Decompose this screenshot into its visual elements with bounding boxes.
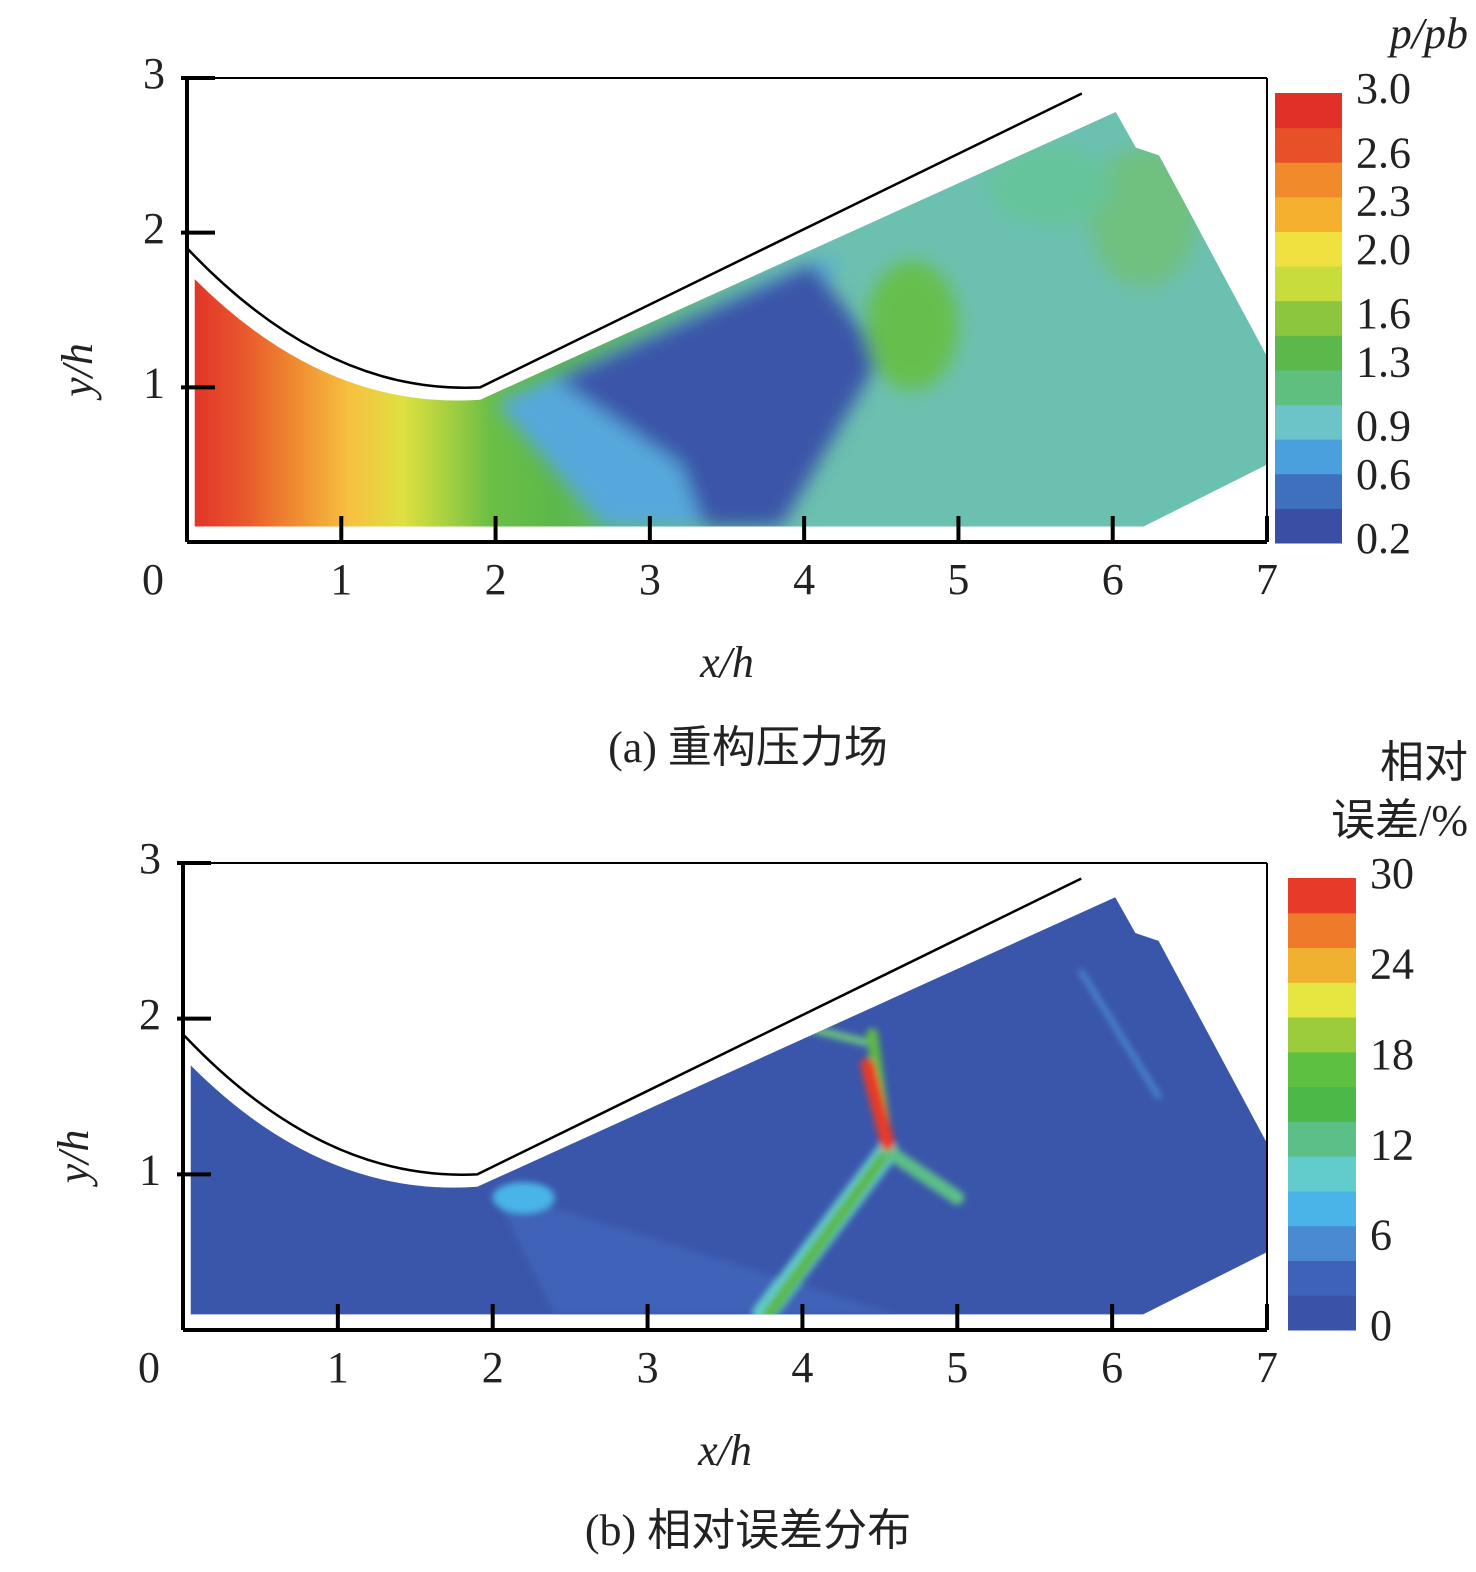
field-streak — [1081, 972, 1158, 1097]
colorbar-band — [1288, 1086, 1356, 1122]
field-patch — [865, 260, 959, 391]
colorbar-tick-label: 24 — [1370, 939, 1414, 988]
x-tick-label: 3 — [639, 555, 661, 604]
colorbar-band — [1275, 127, 1342, 163]
field — [190, 897, 1267, 1315]
x-tick-label: 7 — [1256, 555, 1278, 604]
colorbar-band — [1288, 1260, 1356, 1296]
colorbar-band — [1275, 300, 1342, 336]
y-axis-label: y/h — [53, 343, 102, 401]
x-tick-label: 6 — [1102, 555, 1124, 604]
colorbar-tick-label: 2.0 — [1356, 225, 1411, 274]
colorbar-band — [1275, 162, 1342, 198]
colorbar-tick-label: 3.0 — [1356, 64, 1411, 113]
colorbar-label: p/pb — [1387, 9, 1468, 58]
x-tick-label: 5 — [946, 1343, 968, 1392]
colorbar-band — [1275, 335, 1342, 371]
colorbar-tick-label: 0.2 — [1356, 514, 1411, 563]
colorbar-band — [1275, 369, 1342, 406]
colorbar-band — [1288, 1190, 1356, 1227]
colorbar-tick-label: 18 — [1370, 1030, 1414, 1079]
x-tick-label: 0 — [138, 1343, 160, 1392]
colorbar-band — [1275, 439, 1342, 475]
field-overlay — [492, 972, 1159, 1315]
contour-field — [187, 78, 1267, 542]
y-tick-label: 3 — [143, 49, 165, 98]
y-tick-label: 3 — [139, 834, 161, 883]
colorbar-band — [1288, 878, 1356, 914]
wall — [183, 879, 1081, 1175]
field-streak — [867, 1065, 887, 1143]
colorbar-band — [1275, 508, 1342, 544]
colorbar-band — [1275, 473, 1342, 509]
x-tick-label: 1 — [327, 1343, 349, 1392]
colorbar-band — [1288, 1225, 1356, 1261]
colorbar-tick-label: 1.6 — [1356, 289, 1411, 338]
y-tick-label: 2 — [143, 204, 165, 253]
colorbar-band — [1275, 404, 1342, 440]
x-tick-label: 2 — [482, 1343, 504, 1392]
colorbar-label: 相对 — [1380, 738, 1468, 787]
colorbar-tick-label: 30 — [1370, 849, 1414, 898]
field-streak — [888, 1151, 958, 1198]
colorbar-tick-label: 0.9 — [1356, 402, 1411, 451]
field — [194, 112, 1267, 527]
caption: (b) 相对误差分布 — [585, 1506, 911, 1555]
colorbar-band — [1288, 1017, 1356, 1053]
y-tick-label: 1 — [143, 358, 165, 407]
colorbar-band — [1288, 982, 1356, 1018]
x-tick-label: 4 — [793, 555, 815, 604]
colorbar-band — [1275, 266, 1342, 302]
colorbar-band — [1288, 1156, 1356, 1192]
field-base — [190, 897, 1267, 1315]
x-axis-label: x/h — [697, 1426, 752, 1475]
field-patch — [1089, 147, 1198, 287]
colorbar-label: 误差/% — [1331, 796, 1468, 845]
colorbar-tick-label: 0 — [1370, 1301, 1392, 1350]
colorbar-band — [1275, 196, 1342, 232]
colorbar-tick-label: 12 — [1370, 1120, 1414, 1169]
wall — [187, 93, 1082, 387]
colorbar-tick-label: 0.6 — [1356, 450, 1411, 499]
x-axis-label: x/h — [699, 638, 754, 687]
colorbar-tick-label: 2.3 — [1356, 177, 1411, 226]
y-tick-label: 2 — [139, 990, 161, 1039]
y-axis-label: y/h — [49, 1130, 98, 1188]
colorbar-band — [1288, 1051, 1356, 1088]
x-tick-label: 5 — [947, 555, 969, 604]
x-tick-label: 6 — [1101, 1343, 1123, 1392]
x-tick-label: 4 — [791, 1343, 813, 1392]
colorbar-band — [1275, 93, 1342, 129]
field-patch — [989, 147, 1113, 225]
field-patch — [492, 1182, 555, 1214]
x-tick-label: 1 — [330, 555, 352, 604]
x-tick-label: 0 — [142, 555, 164, 604]
colorbar-band — [1288, 947, 1356, 983]
colorbar-tick-label: 2.6 — [1356, 128, 1411, 177]
colorbar-band — [1275, 231, 1342, 267]
x-tick-label: 3 — [637, 1343, 659, 1392]
colorbar-band — [1288, 1295, 1356, 1331]
colorbar-tick-label: 6 — [1370, 1211, 1392, 1260]
contour-field — [183, 863, 1267, 1330]
colorbar-band — [1288, 1121, 1356, 1157]
field-patch — [557, 263, 882, 527]
colorbar-band — [1288, 912, 1356, 949]
x-tick-label: 2 — [485, 555, 507, 604]
field-overlay — [495, 147, 1198, 527]
colorbar-tick-label: 1.3 — [1356, 337, 1411, 386]
x-tick-label: 7 — [1256, 1343, 1278, 1392]
caption: (a) 重构压力场 — [608, 723, 888, 772]
y-tick-label: 1 — [139, 1145, 161, 1194]
